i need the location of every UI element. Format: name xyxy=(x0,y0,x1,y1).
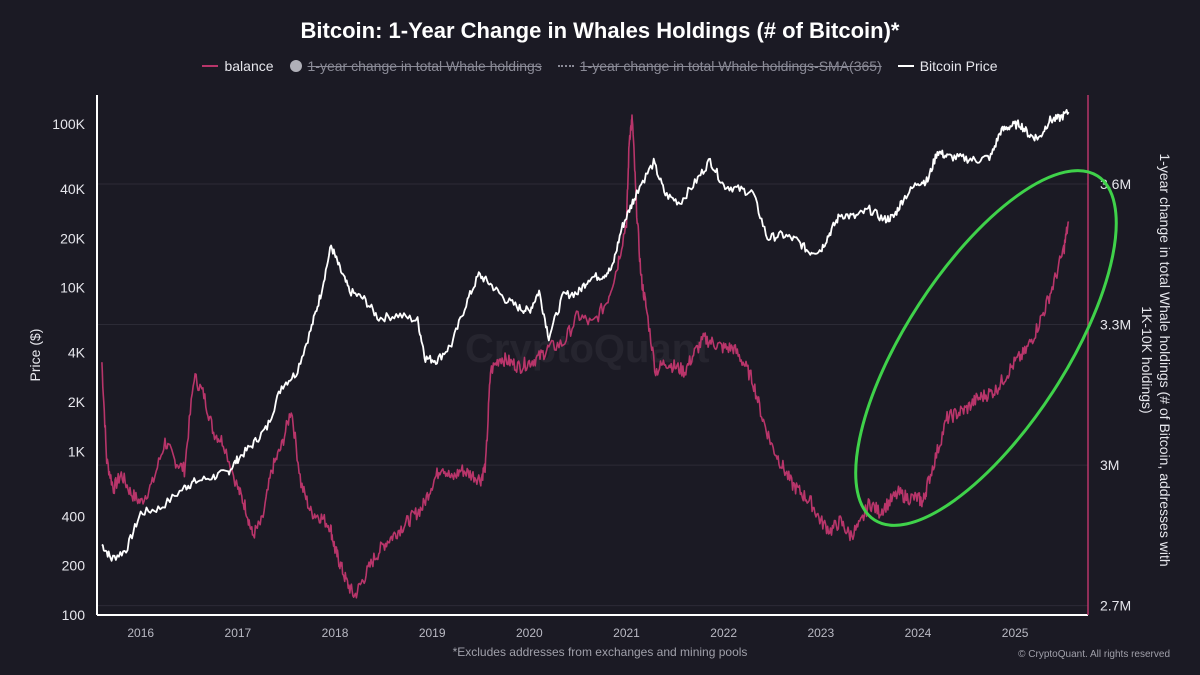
x-tick-label: 2019 xyxy=(419,626,446,640)
y-right-label-line: 1K-10K holdings) xyxy=(1139,306,1155,413)
y-left-tick-label: 20K xyxy=(60,230,86,246)
grid xyxy=(97,183,1088,607)
copyright: © CryptoQuant. All rights reserved xyxy=(1018,649,1170,660)
annotation-ellipse xyxy=(854,169,1118,527)
y-left-tick-label: 2K xyxy=(68,394,86,410)
x-tick-label: 2020 xyxy=(516,626,543,640)
legend-label-whale-change: 1-year change in total Whale holdings xyxy=(307,58,542,74)
watermark: CryptoQuant xyxy=(465,327,710,371)
legend-swatch-bitcoin-price xyxy=(897,65,914,67)
y-left-label: Price ($) xyxy=(27,329,43,382)
y-left-tick-label: 100 xyxy=(62,607,86,623)
legend-item-whale-change[interactable]: 1-year change in total Whale holdings xyxy=(289,58,542,74)
x-tick-label: 2018 xyxy=(322,626,349,640)
y-right-label: 1-year change in total Whale holdings (#… xyxy=(1139,153,1173,566)
y-left-tick-label: 40K xyxy=(60,181,86,197)
y-right-tick-label: 3.3M xyxy=(1100,317,1131,333)
y-left-tick-label: 200 xyxy=(62,558,86,574)
series-group xyxy=(101,109,1070,599)
legend-label-whale-sma: 1-year change in total Whale holdings-SM… xyxy=(579,58,882,74)
legend-item-whale-sma[interactable]: 1-year change in total Whale holdings-SM… xyxy=(557,58,882,74)
y-right-tick-label: 3M xyxy=(1100,457,1119,473)
footnote: *Excludes addresses from exchanges and m… xyxy=(452,645,748,659)
legend-swatch-whale-change xyxy=(289,60,302,72)
chart-title: Bitcoin: 1-Year Change in Whales Holding… xyxy=(300,18,900,43)
series-line-balance xyxy=(101,114,1070,599)
y-right-tick-label: 2.7M xyxy=(1100,598,1131,614)
x-tick-label: 2017 xyxy=(225,626,252,640)
y-left-tick-label: 1K xyxy=(68,443,86,459)
legend-label-bitcoin-price: Bitcoin Price xyxy=(919,58,998,74)
legend-swatch-balance xyxy=(202,65,219,67)
annotation-group xyxy=(854,169,1118,527)
x-tick-label: 2024 xyxy=(905,626,932,640)
y-left-tick-label: 10K xyxy=(60,280,86,296)
y-left-tick-label: 400 xyxy=(62,508,86,524)
y-left-tick-label: 4K xyxy=(68,345,86,361)
legend-item-balance[interactable]: balance xyxy=(202,58,274,74)
legend-label-balance: balance xyxy=(224,58,274,74)
legend-swatch-whale-sma xyxy=(557,65,574,67)
x-tick-label: 2016 xyxy=(127,626,154,640)
y-left-tick-label: 100K xyxy=(52,116,85,132)
legend: balance 1-year change in total Whale hol… xyxy=(0,58,1200,74)
series-line-bitcoin-price xyxy=(101,109,1070,562)
legend-item-bitcoin-price[interactable]: Bitcoin Price xyxy=(897,58,998,74)
y-right-label-line: 1-year change in total Whale holdings (#… xyxy=(1157,153,1173,566)
x-tick-label: 2025 xyxy=(1002,626,1029,640)
x-tick-label: 2021 xyxy=(613,626,640,640)
x-tick-label: 2023 xyxy=(807,626,834,640)
axes: 100K40K20K10K4K2K1K4002001003.6M3.3M3M2.… xyxy=(52,95,1173,640)
x-tick-label: 2022 xyxy=(710,626,737,640)
